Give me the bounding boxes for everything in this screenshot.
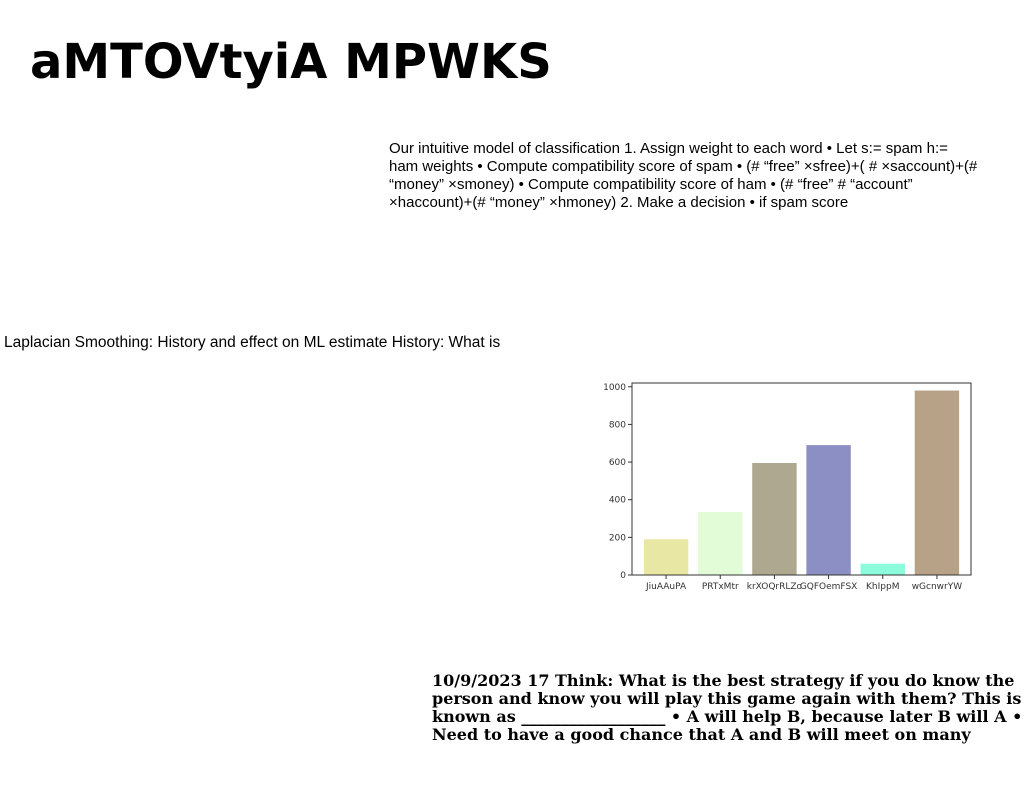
plot-frame: [631, 382, 972, 576]
x-tick-label: GQFOemFSX: [800, 582, 858, 592]
bar-krXOQrRLZo: [752, 463, 797, 575]
classification-text-block: Our intuitive model of classification 1.…: [389, 140, 978, 211]
y-tick-label: 600: [609, 458, 626, 468]
slide-title: aMTOVtyiA MPWKS: [30, 34, 552, 90]
bar-wGcnwrYW: [914, 390, 960, 575]
x-tick-label: wGcnwrYW: [912, 582, 963, 592]
x-tick-label: KhIppM: [866, 582, 899, 592]
bar-PRTxMtr: [698, 511, 743, 575]
bar-chart-svg: 0 200 400 600 800 1000 JiuAAuPA PRTxMtr krXOQrRL…: [603, 382, 972, 592]
y-tick-label: 1000: [603, 383, 626, 393]
y-tick-label: 0: [620, 571, 626, 581]
y-tick-label: 800: [609, 420, 626, 430]
game-strategy-text-block: 10/9/2023 17 Think: What is the best str…: [432, 671, 1023, 744]
x-tick-label: krXOQrRLZo: [747, 582, 803, 592]
bar-KhIppM: [860, 563, 905, 575]
laplacian-text-block: Laplacian Smoothing: History and effect …: [4, 334, 501, 351]
x-tick-label: JiuAAuPA: [645, 582, 687, 592]
bar-chart: 0 200 400 600 800 1000 JiuAAuPA PRTxMtr krXOQrRL…: [592, 375, 982, 595]
bar-JiuAAuPA: [643, 539, 689, 575]
bar-GQFOemFSX: [806, 445, 851, 575]
x-tick-label: PRTxMtr: [702, 582, 739, 592]
y-tick-label: 200: [609, 533, 626, 543]
y-tick-label: 400: [609, 496, 626, 506]
